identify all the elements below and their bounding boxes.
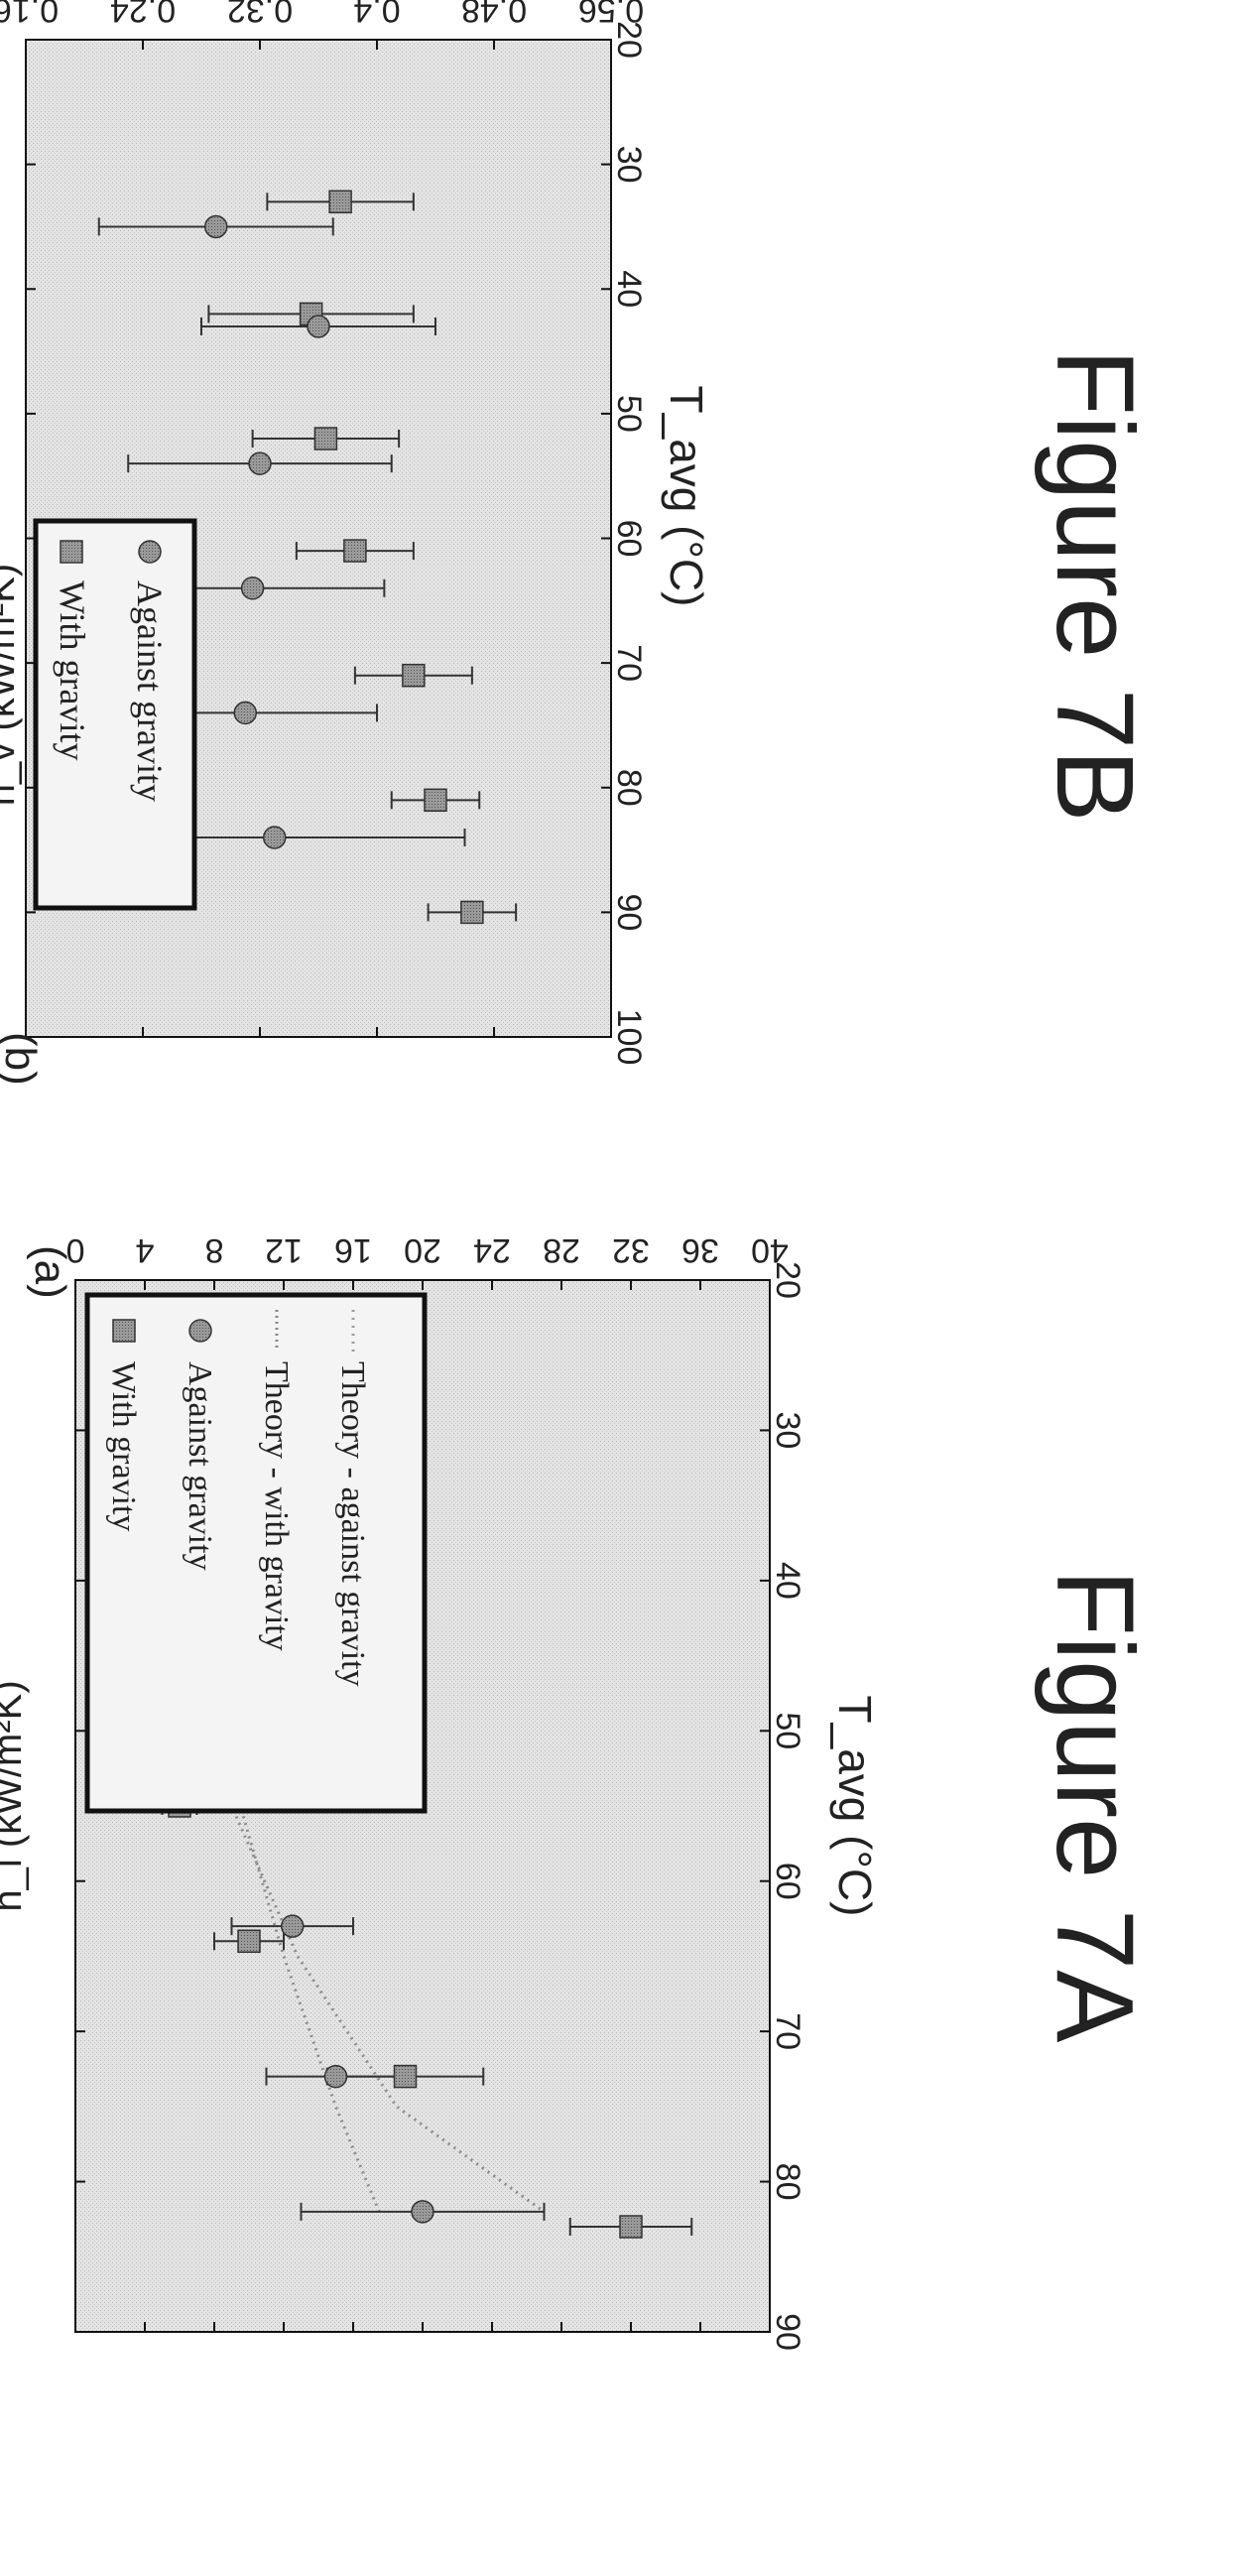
panel-b-circle-marker	[204, 214, 228, 239]
panel-b-square-marker	[424, 788, 447, 813]
panel-b-circle-marker	[248, 451, 272, 475]
panel-a-x-tick-label: 50	[769, 1712, 806, 1749]
panel-a-label: (a)	[26, 1245, 74, 1299]
panel-a-x-tick-label: 40	[769, 1562, 806, 1600]
panel-a-x-axis-label: T_avg (°C)	[829, 1696, 881, 1917]
panel-b-circle-marker	[263, 826, 287, 849]
panel-b-x-tick-label: 20	[610, 21, 648, 59]
panel-b-x-tick-label: 80	[610, 769, 648, 807]
panel-b-y-axis-label: h_v (kW/m²K)	[0, 564, 23, 806]
panel-b-x-tick-label: 40	[610, 270, 648, 308]
panel-a-y-tick-label: 32	[612, 1231, 650, 1269]
panel-a-x-tick-label: 20	[769, 1261, 806, 1299]
panel-a-square-marker	[619, 2215, 643, 2239]
panel-a: 20 30 40 50 60 70 80 90 0 4 8 12 16 20 24 28 32 36 40 With…	[0, 1231, 1156, 2351]
panel-a-square-marker	[393, 2064, 418, 2089]
legend-circle-icon	[188, 1319, 212, 1343]
panel-a-x-tick-label: 80	[769, 2163, 806, 2201]
panel-b-markers	[204, 190, 484, 925]
panel-a-y-tick-label: 40	[751, 1231, 789, 1269]
panel-a-circle-marker	[323, 2064, 348, 2089]
panel-a-circle-marker	[411, 2200, 434, 2224]
legend-label: With gravity	[105, 1361, 142, 1531]
panel-a-y-tick-label: 24	[473, 1231, 511, 1269]
panel-b-circle-marker	[307, 315, 330, 338]
panel-b-circle-marker	[240, 577, 265, 600]
legend-label: Theory - against gravity	[334, 1361, 371, 1687]
panel-b-x-tick-label: 100	[610, 1009, 648, 1066]
panel-b-label: (b)	[0, 1032, 45, 1086]
panel-b-square-marker	[313, 427, 338, 451]
panel-a-ticks: 20 30 40 50 60 70 80 90 0 4 8 12 16 20 24 28 32 36 40	[66, 1231, 806, 2351]
legend-label: Against gravity	[130, 580, 170, 802]
panel-b-y-tick-label: 0.16	[0, 0, 59, 29]
panel-a-x-tick-label: 70	[769, 2012, 806, 2050]
panel-b-y-tick-label: 0.56	[578, 0, 644, 29]
panel-b-ticks: 20 30 40 50 60 70 80 90 100 0.16 0.24 0.32 0.4 0.48 0.…	[0, 0, 648, 1065]
panel-a-y-tick-label: 0	[66, 1231, 85, 1269]
panel-a-y-tick-label: 4	[136, 1231, 155, 1269]
panel-b-square-marker	[460, 900, 484, 925]
panel-a-y-axis-label: h_l (kW/m²K)	[0, 1680, 30, 1911]
panel-b-y-tick-label: 0.32	[227, 0, 293, 29]
legend-label: With gravity	[53, 580, 92, 761]
panel-b-y-tick-label: 0.48	[461, 0, 527, 29]
legend-label: Against gravity	[182, 1361, 218, 1571]
legend-label: Theory - with gravity	[258, 1361, 295, 1651]
panel-a-circle-marker	[281, 1914, 305, 1938]
panel-a-y-tick-label: 36	[681, 1231, 719, 1269]
panel-b-square-marker	[328, 190, 352, 214]
legend-square-icon	[112, 1319, 136, 1343]
panel-a-y-tick-label: 8	[205, 1231, 224, 1269]
panel-a-x-tick-label: 90	[769, 2313, 806, 2351]
panel-b-x-tick-label: 70	[610, 644, 648, 682]
panel-b-square-marker	[343, 539, 367, 563]
panel-a-legend-box	[84, 1292, 428, 1814]
panel-a-legend: With gravity Against gravity Theory - wi…	[84, 1292, 428, 1814]
panel-b-circle-marker	[233, 701, 257, 725]
panel-b-y-tick-label: 0.4	[353, 0, 400, 29]
panel-b-figure-caption: Figure 7B	[1034, 349, 1156, 823]
panel-a-y-tick-label: 20	[404, 1231, 441, 1269]
panel-b-x-axis-label: T_avg (°C)	[661, 386, 712, 607]
panel-a-y-tick-label: 28	[543, 1231, 580, 1269]
legend-square-icon	[60, 540, 83, 564]
panel-b: 20 30 40 50 60 70 80 90 100 0.16 0.24 0.32 0.4 0.48 0.…	[0, 0, 1156, 1086]
panel-b-y-tick-label: 0.24	[110, 0, 176, 29]
panel-a-figure-caption: Figure 7A	[1034, 1570, 1156, 2044]
panel-b-x-tick-label: 90	[610, 893, 648, 931]
panel-b-x-tick-label: 60	[610, 520, 648, 558]
figure-content: 20 30 40 50 60 70 80 90 0 4 8 12 16 20 24 28 32 36 40 With…	[0, 0, 1156, 2351]
panel-b-legend-box	[33, 518, 197, 911]
legend-circle-icon	[138, 540, 162, 564]
panel-b-x-tick-label: 30	[610, 146, 648, 184]
panel-a-square-marker	[237, 1929, 261, 1954]
panel-b-x-tick-label: 50	[610, 395, 648, 433]
panel-b-square-marker	[402, 663, 426, 688]
panel-a-x-tick-label: 60	[769, 1863, 806, 1900]
panel-a-y-tick-label: 16	[334, 1231, 372, 1269]
panel-b-legend: With gravity Against gravity	[33, 518, 197, 911]
panel-a-y-tick-label: 12	[265, 1231, 303, 1269]
panel-a-x-tick-label: 30	[769, 1412, 806, 1450]
